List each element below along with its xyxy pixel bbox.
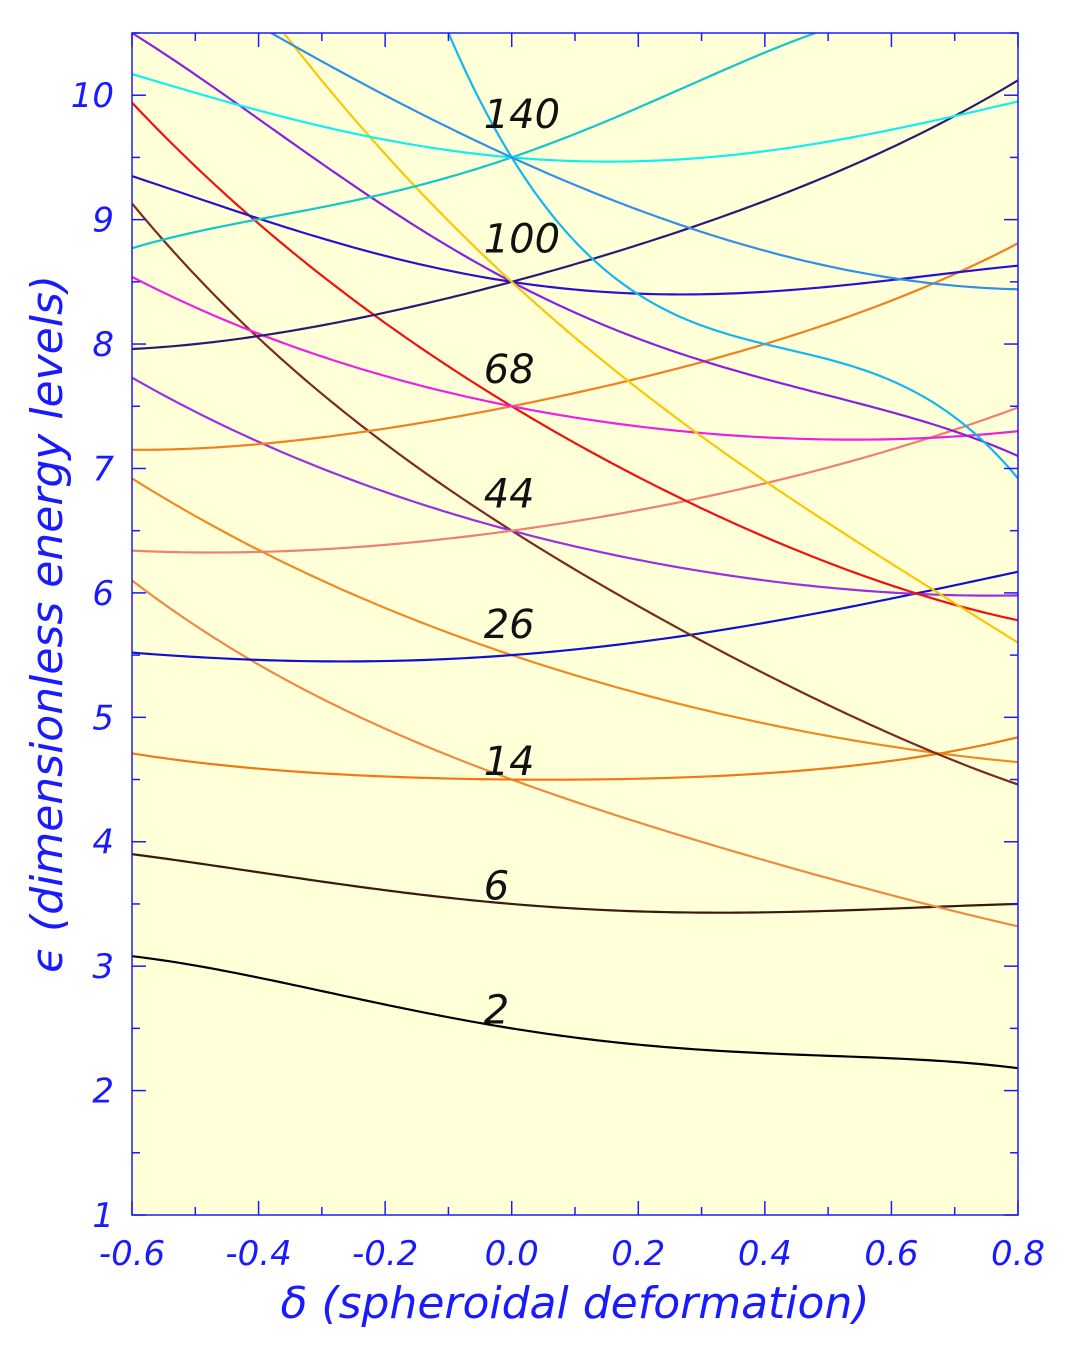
energy-curve-20 [270, 33, 1018, 291]
y-tick-label: 6 [92, 574, 114, 614]
x-tick-label: -0.6 [99, 1234, 165, 1274]
magic-number-label: 2 [484, 988, 509, 1034]
x-axis-title: δ (spheroidal deformation) [281, 1278, 870, 1329]
y-tick-label: 8 [92, 325, 114, 365]
x-tick-label: 0.0 [485, 1234, 539, 1274]
energy-curve-2 [132, 853, 1018, 914]
energy-curve-14 [132, 79, 1018, 351]
y-tick-label: 2 [92, 1072, 114, 1112]
energy-curve-6 [132, 570, 1018, 663]
energy-curve-10 [132, 101, 1018, 622]
energy-curve-8 [132, 376, 1018, 597]
tick-labels: -0.6 -0.4 -0.2 0.0 0.2 0.4 0.6 0.8 1 2 3 4 5 6 7 8 9 10 [71, 76, 1045, 1274]
y-tick-label: 9 [92, 201, 114, 241]
magic-number-label: 140 [484, 92, 560, 138]
magic-number-label: 6 [484, 863, 509, 909]
y-tick-label: 10 [71, 76, 114, 116]
magic-number-label: 68 [484, 347, 535, 393]
y-tick-label: 1 [92, 1196, 114, 1236]
x-tick-label: 0.8 [991, 1234, 1045, 1274]
y-tick-label: 5 [92, 698, 114, 738]
energy-curve-13 [132, 33, 1018, 458]
magic-number-label: 44 [484, 471, 535, 517]
energy-curve-3 [132, 579, 1018, 928]
magic-number-label: 14 [484, 739, 535, 785]
energy-curve-17 [132, 33, 816, 250]
y-tick-label: 7 [92, 449, 114, 489]
x-tick-label: 0.6 [864, 1234, 918, 1274]
energy-curve-11 [132, 242, 1018, 451]
y-axis-title: ϵ (dimensionless energy levels) [22, 275, 73, 973]
y-tick-label: 4 [92, 823, 114, 863]
energy-curve-9 [132, 406, 1018, 554]
energy-curve-18 [132, 73, 1018, 163]
energy-curve-5 [132, 477, 1018, 764]
magic-number-label: 100 [484, 216, 560, 262]
energy-curve-15 [132, 175, 1018, 296]
x-tick-label: 0.4 [738, 1234, 792, 1274]
energy-curve-1 [132, 955, 1018, 1070]
energy-curve-16 [283, 33, 1018, 644]
energy-curve-19 [447, 33, 1018, 480]
magic-number-label: 26 [484, 602, 535, 648]
energy-curve-12 [132, 275, 1018, 441]
y-tick-label: 3 [92, 947, 114, 987]
energy-curves [132, 33, 1018, 1070]
x-tick-label: -0.2 [352, 1234, 418, 1274]
energy-curve-4 [132, 736, 1018, 781]
plot-background [132, 33, 1018, 1215]
x-tick-label: -0.4 [225, 1234, 291, 1274]
axis-ticks [131, 32, 1019, 1216]
energy-curve-7 [132, 202, 1018, 786]
x-tick-label: 0.2 [611, 1234, 665, 1274]
